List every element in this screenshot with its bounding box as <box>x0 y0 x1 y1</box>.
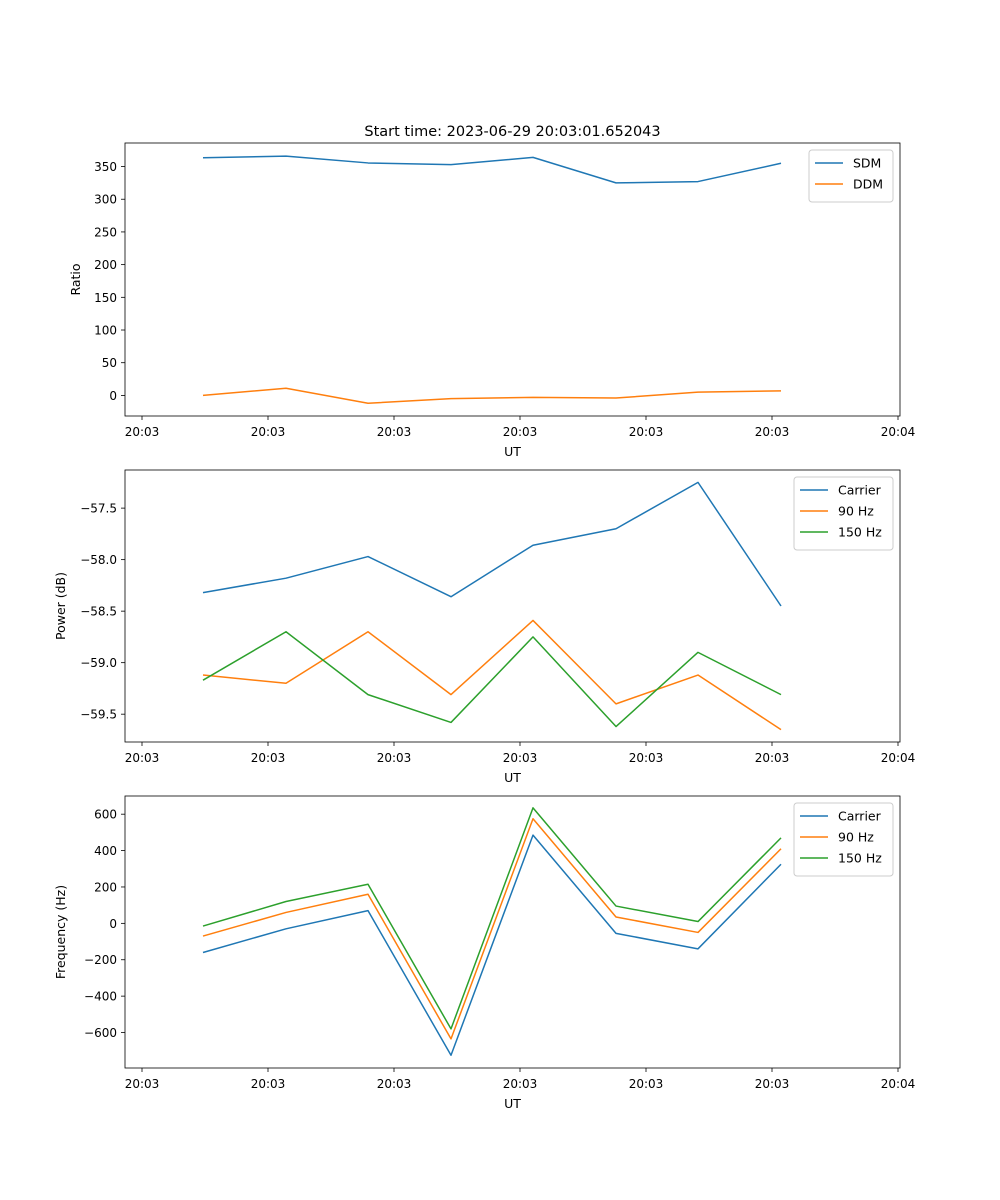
x-tick-label: 20:03 <box>629 425 664 439</box>
x-tick-label: 20:03 <box>377 751 412 765</box>
series-line-90-hz <box>202 817 782 1040</box>
x-tick-label: 20:03 <box>629 1077 664 1091</box>
x-tick-label: 20:03 <box>377 1077 412 1091</box>
axes-frame <box>124 795 901 1069</box>
series-line-ddm <box>202 387 782 404</box>
x-tick-label: 20:03 <box>503 1077 538 1091</box>
series-line-carrier <box>202 834 782 1057</box>
x-tick-label: 20:03 <box>503 751 538 765</box>
legend-label: 150 Hz <box>838 525 882 540</box>
legend: Carrier 90 Hz 150 Hz <box>793 476 894 551</box>
x-tick-label: 20:03 <box>251 751 286 765</box>
legend-label: 90 Hz <box>838 504 874 519</box>
y-axis-label: Ratio <box>68 263 83 295</box>
x-tick-label: 20:03 <box>251 425 286 439</box>
series-group <box>202 155 782 404</box>
y-tick-label: −59.0 <box>80 656 117 670</box>
axes-frame <box>124 142 901 417</box>
chart-panel-3: 20:03 20:03 20:03 20:03 20:03 20:03 20:04 −600 −… <box>53 795 916 1111</box>
x-axis-label: UT <box>504 1096 521 1111</box>
y-tick-label: −58.5 <box>80 605 117 619</box>
y-tick-label: 300 <box>94 193 117 207</box>
legend-label: Carrier <box>838 483 882 498</box>
x-axis-label: UT <box>504 444 521 459</box>
series-group <box>202 481 782 731</box>
y-tick-label: 600 <box>94 808 117 822</box>
legend-label: 90 Hz <box>838 830 874 845</box>
x-tick-label: 20:04 <box>881 425 916 439</box>
y-tick-label: 150 <box>94 291 117 305</box>
y-tick-label: −200 <box>84 953 117 967</box>
series-line-150-hz <box>202 631 782 728</box>
y-tick-label: −58.0 <box>80 553 117 567</box>
legend-label: SDM <box>853 156 881 171</box>
y-tick-label: 0 <box>109 917 117 931</box>
y-tick-label: 200 <box>94 880 117 894</box>
legend: SDM DDM <box>808 149 894 203</box>
series-line-sdm <box>202 155 782 184</box>
x-tick-label: 20:03 <box>125 751 160 765</box>
x-tick-label: 20:03 <box>629 751 664 765</box>
series-line-carrier <box>202 481 782 607</box>
x-axis-label: UT <box>504 770 521 785</box>
x-tick-label: 20:03 <box>755 1077 790 1091</box>
charts-container: 20:03 20:03 20:03 20:03 20:03 20:03 20:04 0 50 10… <box>53 142 916 1111</box>
y-tick-label: 350 <box>94 160 117 174</box>
x-tick-label: 20:04 <box>881 1077 916 1091</box>
y-tick-label: −57.5 <box>80 502 117 516</box>
y-tick-label: 200 <box>94 258 117 272</box>
x-tick-label: 20:03 <box>755 425 790 439</box>
legend-label: Carrier <box>838 809 882 824</box>
y-tick-label: 50 <box>102 356 117 370</box>
x-tick-label: 20:03 <box>503 425 538 439</box>
y-tick-label: −400 <box>84 990 117 1004</box>
y-tick-label: 250 <box>94 225 117 239</box>
legend: Carrier 90 Hz 150 Hz <box>793 802 894 877</box>
x-tick-label: 20:03 <box>755 751 790 765</box>
legend-label: DDM <box>853 177 883 192</box>
y-tick-label: 0 <box>109 389 117 403</box>
x-tick-label: 20:03 <box>377 425 412 439</box>
y-axis-label: Power (dB) <box>53 572 68 640</box>
legend-label: 150 Hz <box>838 851 882 866</box>
series-line-150-hz <box>202 807 782 1030</box>
x-tick-label: 20:03 <box>251 1077 286 1091</box>
y-tick-label: −600 <box>84 1026 117 1040</box>
y-axis-label: Frequency (Hz) <box>53 885 68 979</box>
y-tick-label: 100 <box>94 324 117 338</box>
chart-panel-1: 20:03 20:03 20:03 20:03 20:03 20:03 20:04 0 50 10… <box>68 142 916 459</box>
y-tick-label: 400 <box>94 844 117 858</box>
figure-title: Start time: 2023-06-29 20:03:01.652043 <box>364 124 660 140</box>
x-tick-label: 20:03 <box>125 1077 160 1091</box>
y-tick-label: −59.5 <box>80 708 117 722</box>
x-tick-label: 20:04 <box>881 751 916 765</box>
axes-frame <box>124 469 901 743</box>
x-tick-label: 20:03 <box>125 425 160 439</box>
series-line-90-hz <box>202 619 782 731</box>
series-group <box>202 807 782 1057</box>
chart-panel-2: 20:03 20:03 20:03 20:03 20:03 20:03 20:04 −59.5… <box>53 469 916 785</box>
